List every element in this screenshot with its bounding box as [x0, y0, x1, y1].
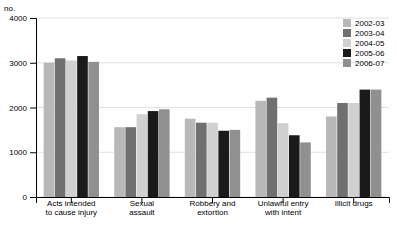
tick-label: 2000 [9, 104, 27, 113]
tick-label: 3000 [9, 59, 27, 68]
bar-series [66, 61, 359, 197]
axis-line [30, 19, 37, 198]
y-label: no. [4, 4, 15, 13]
tick-label-line: assault [129, 208, 155, 217]
tick-label-line: Acts intended [47, 199, 95, 208]
bar [66, 61, 77, 197]
bar [289, 135, 300, 197]
tick-label-line: Illicit drugs [335, 199, 373, 208]
legend-swatch [343, 39, 351, 47]
tick-label: 0 [23, 193, 28, 202]
legend-item: 2002-03 [343, 19, 385, 28]
bar [55, 58, 66, 197]
tick: Acts intendedto cause injury [46, 197, 98, 217]
tick: Robbery andextortion [190, 197, 236, 217]
tick-label: Robbery andextortion [190, 199, 236, 217]
bar [185, 119, 196, 197]
legend-label: 2002-03 [355, 19, 385, 28]
legend-item: 2006-07 [343, 59, 385, 68]
tick-label-line: Sexual [130, 199, 155, 208]
tick-label: Acts intendedto cause injury [46, 199, 98, 217]
bar [159, 109, 170, 197]
tick: 0 [23, 193, 36, 202]
legend-swatch [343, 59, 351, 67]
bar-series [77, 56, 370, 197]
legend-swatch [343, 29, 351, 37]
tick-label: Illicit drugs [335, 199, 373, 208]
tick: Illicit drugs [335, 197, 373, 208]
y-axis: 0 1000 2000 3000 4000 [9, 14, 36, 202]
tick: 1000 [9, 148, 36, 157]
tick-mark [30, 18, 36, 19]
bar [326, 116, 337, 197]
bar-series [88, 62, 381, 197]
tick: 2000 [9, 104, 36, 113]
tick-label: Unlawful entrywith intent [258, 199, 309, 217]
legend-swatch [343, 49, 351, 57]
bar [300, 142, 311, 197]
tick-label-line: extortion [197, 208, 228, 217]
tick-label: Sexualassault [129, 199, 155, 217]
bar [125, 127, 136, 197]
tick: Unlawful entrywith intent [258, 197, 309, 217]
tick-label-line: Unlawful entry [258, 199, 309, 208]
legend-item: 2005-06 [343, 49, 385, 58]
bar [88, 62, 99, 197]
legend-item: 2003-04 [343, 29, 385, 38]
bar [371, 90, 382, 197]
tick-label: 1000 [9, 148, 27, 157]
tick-mark [30, 152, 36, 153]
bar [278, 123, 289, 197]
tick-mark [30, 63, 36, 64]
bar [77, 56, 88, 197]
bars [44, 56, 382, 197]
bar [218, 131, 229, 197]
tick: 3000 [9, 59, 36, 68]
bar [207, 123, 218, 197]
grid-line [36, 18, 389, 19]
bar-series [55, 58, 348, 197]
bar [360, 90, 371, 197]
bar [255, 101, 266, 197]
tick-label-line: Robbery and [190, 199, 236, 208]
x-axis: Acts intendedto cause injury Sexualassaul… [37, 197, 390, 217]
legend-swatch [343, 19, 351, 27]
tick: 4000 [9, 14, 36, 23]
bar [137, 114, 148, 197]
legend: 2002-032003-042004-052005-062006-07 [343, 19, 385, 68]
grid [36, 18, 389, 197]
plot: 0 1000 2000 3000 4000 Acts intendedto cause i… [9, 14, 389, 217]
legend-label: 2006-07 [355, 59, 385, 68]
tick-label: 4000 [9, 14, 27, 23]
bar [148, 111, 159, 197]
legend-item: 2004-05 [343, 39, 385, 48]
bar [230, 130, 241, 197]
tick: Sexualassault [129, 197, 155, 217]
tick-mark [30, 108, 36, 109]
tick-label-line: with intent [264, 208, 302, 217]
bar [337, 103, 348, 197]
bar [196, 123, 207, 197]
legend-label: 2004-05 [355, 39, 385, 48]
bar [348, 103, 359, 197]
tick-label-line: to cause injury [46, 208, 98, 217]
chart: 0 1000 2000 3000 4000 Acts intendedto cause i… [0, 0, 397, 227]
bar [267, 98, 278, 197]
tick-mark [30, 197, 36, 198]
legend-label: 2005-06 [355, 49, 385, 58]
legend-label: 2003-04 [355, 29, 385, 38]
bar [44, 63, 55, 197]
bar [114, 127, 125, 197]
